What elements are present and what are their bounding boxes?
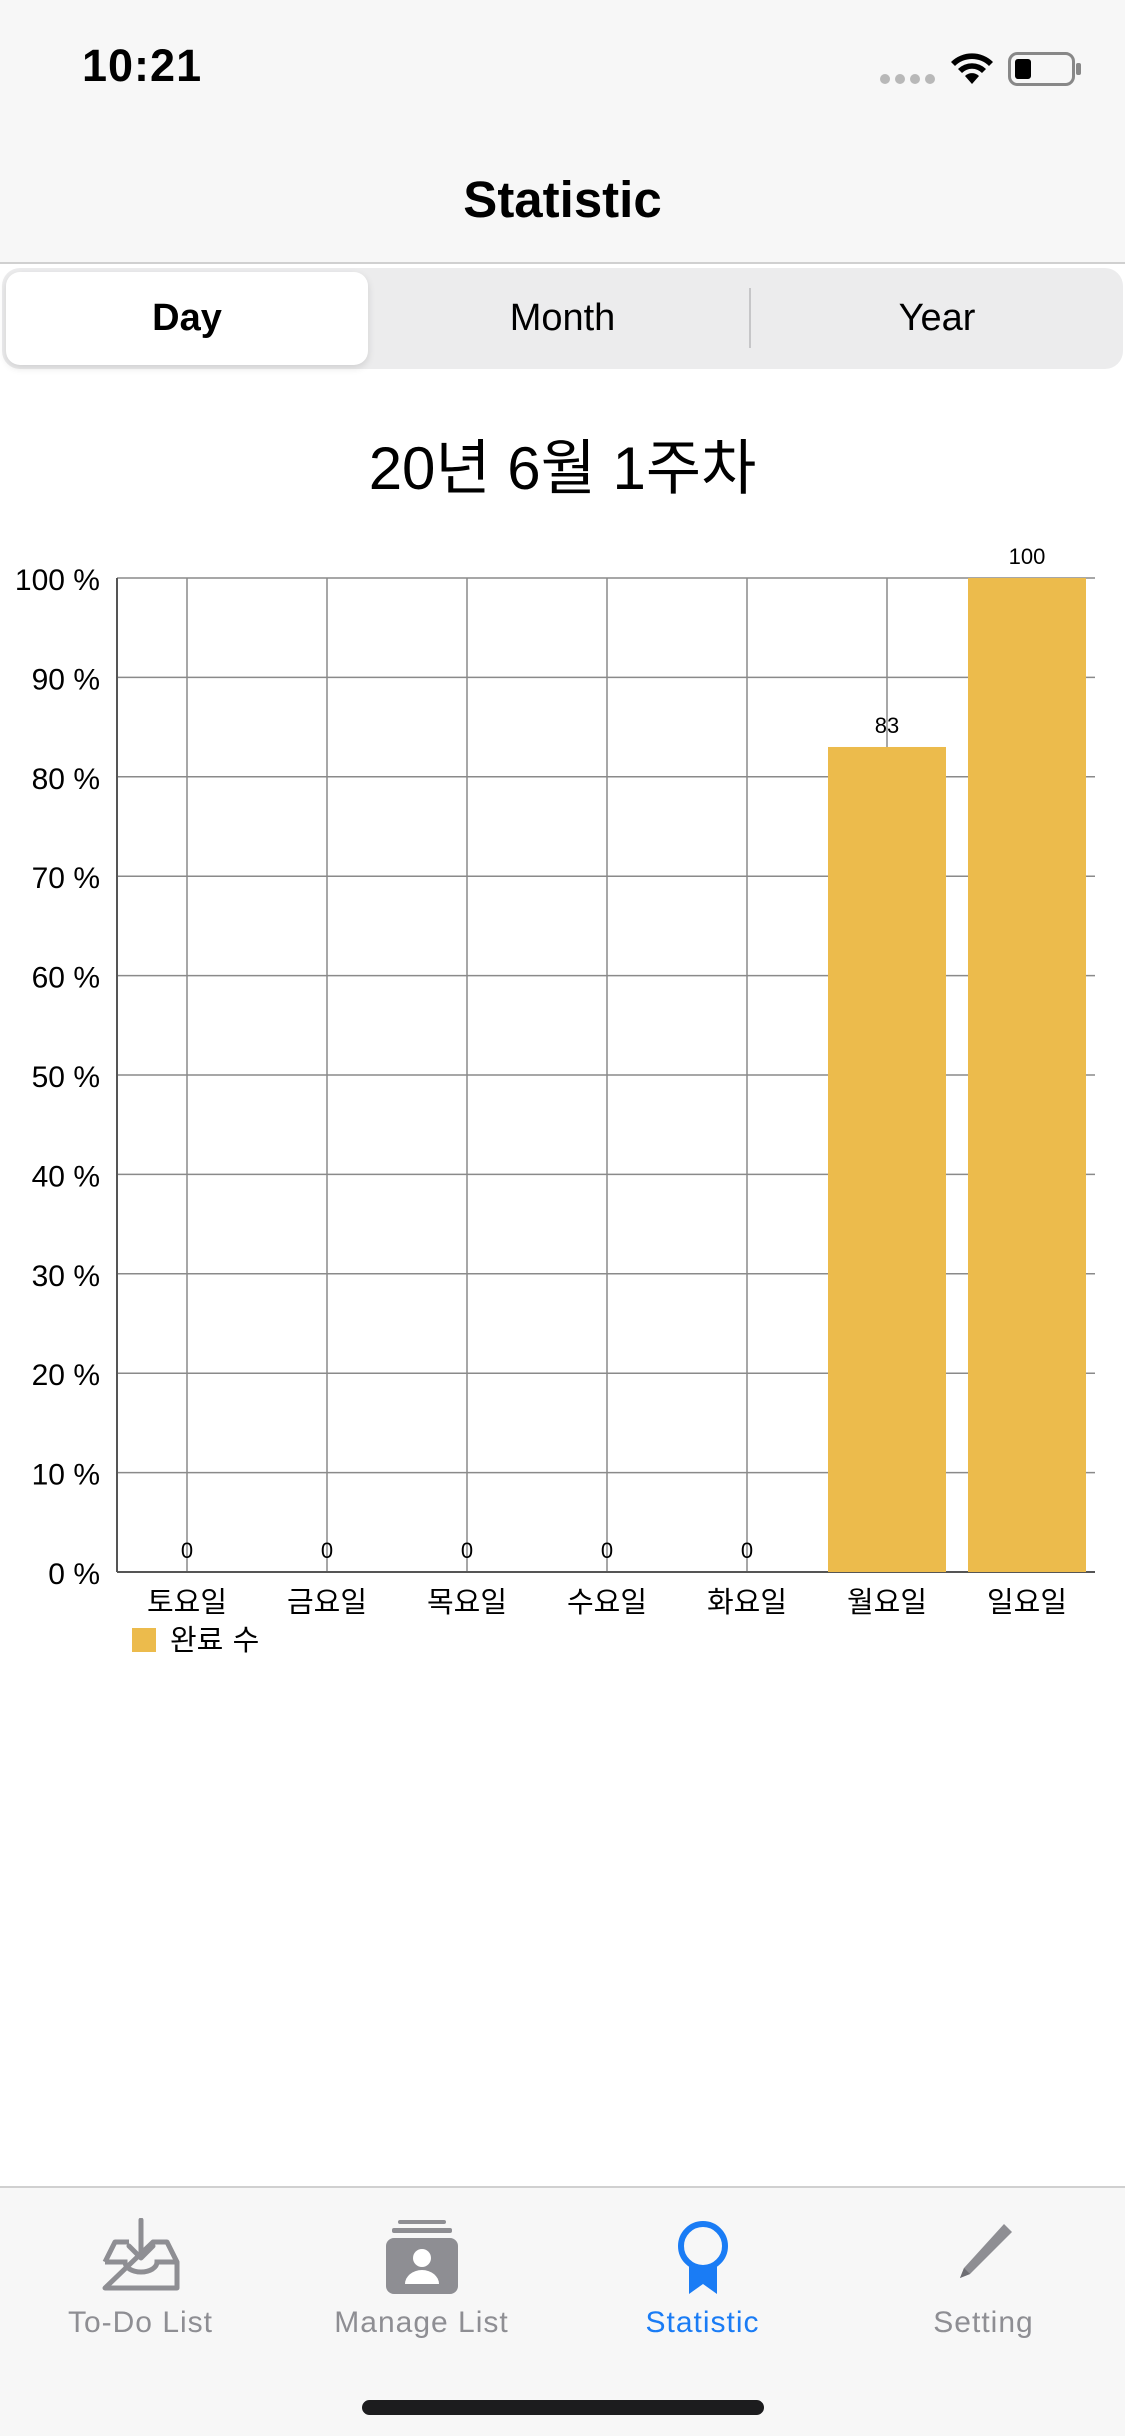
x-tick-label: 목요일 (427, 1585, 507, 1619)
tab-statistic[interactable]: Statistic (562, 2188, 843, 2348)
wifi-icon (951, 53, 993, 84)
y-tick-label: 60 % (32, 962, 100, 995)
navigation-bar: Statistic (0, 132, 1125, 264)
tab-label-statistic: Statistic (645, 2306, 760, 2339)
y-tick-label: 100 % (15, 564, 100, 597)
x-tick-label: 수요일 (567, 1585, 647, 1619)
week-title: 20년 6월 1주차 (368, 435, 757, 502)
y-tick-label: 20 % (32, 1359, 100, 1392)
y-tick-label: 10 % (32, 1459, 100, 1492)
x-tick-label: 화요일 (707, 1585, 787, 1619)
y-tick-label: 40 % (32, 1160, 100, 1193)
y-tick-label: 70 % (32, 862, 100, 895)
bar-value-label: 83 (875, 713, 899, 738)
contact-card-icon (385, 2220, 458, 2294)
y-tick-label: 90 % (32, 663, 100, 696)
completion-bar-chart: 0 % 10 % 20 % 30 % 40 % 50 % 60 % 70 % 80 % 90 % 1… (15, 544, 1095, 1657)
status-time: 10:21 (82, 40, 203, 91)
x-tick-label: 일요일 (987, 1585, 1067, 1619)
y-tick-label: 80 % (32, 763, 100, 796)
tab-label-todo-list: To-Do List (67, 2306, 214, 2339)
segment-year[interactable]: Year (898, 297, 976, 339)
x-tick-label: 금요일 (287, 1585, 367, 1619)
tab-label-manage-list: Manage List (334, 2306, 509, 2339)
y-tick-label: 0 % (48, 1558, 100, 1591)
tab-label-setting: Setting (933, 2306, 1034, 2339)
cellular-signal-icon (880, 74, 936, 86)
x-tick-label: 월요일 (847, 1585, 927, 1619)
inbox-tray-icon (102, 2218, 179, 2291)
tab-bar: To-Do List Manage List Statistic Setting (0, 2186, 1125, 2436)
home-indicator (362, 2400, 764, 2415)
tab-manage-list[interactable]: Manage List (281, 2188, 562, 2348)
bar-value-label: 0 (181, 1538, 193, 1563)
bar (968, 578, 1086, 1572)
tab-todo-list[interactable]: To-Do List (0, 2188, 281, 2348)
segment-day[interactable]: Day (6, 272, 368, 365)
segment-divider (749, 288, 751, 348)
bar (828, 746, 946, 1572)
y-tick-label: 30 % (32, 1260, 100, 1293)
bar-value-label: 0 (461, 1538, 473, 1563)
bar-value-label: 100 (1009, 544, 1046, 569)
legend-label: 완료 수 (170, 1623, 259, 1657)
award-ribbon-icon (677, 2221, 728, 2294)
legend-swatch (132, 1628, 156, 1652)
battery-icon (1008, 52, 1081, 86)
y-tick-label: 50 % (32, 1061, 100, 1094)
x-tick-label: 토요일 (147, 1585, 227, 1619)
status-bar: 10:21 (0, 0, 1125, 132)
tab-setting[interactable]: Setting (843, 2188, 1124, 2348)
page-title: Statistic (463, 171, 662, 228)
bar-value-label: 0 (741, 1538, 753, 1563)
pencil-icon (959, 2224, 1012, 2278)
period-segmented-control: Day Month Year (2, 268, 1123, 369)
bar-value-label: 0 (601, 1538, 613, 1563)
segment-month[interactable]: Month (509, 297, 616, 339)
bar-value-label: 0 (321, 1538, 333, 1563)
